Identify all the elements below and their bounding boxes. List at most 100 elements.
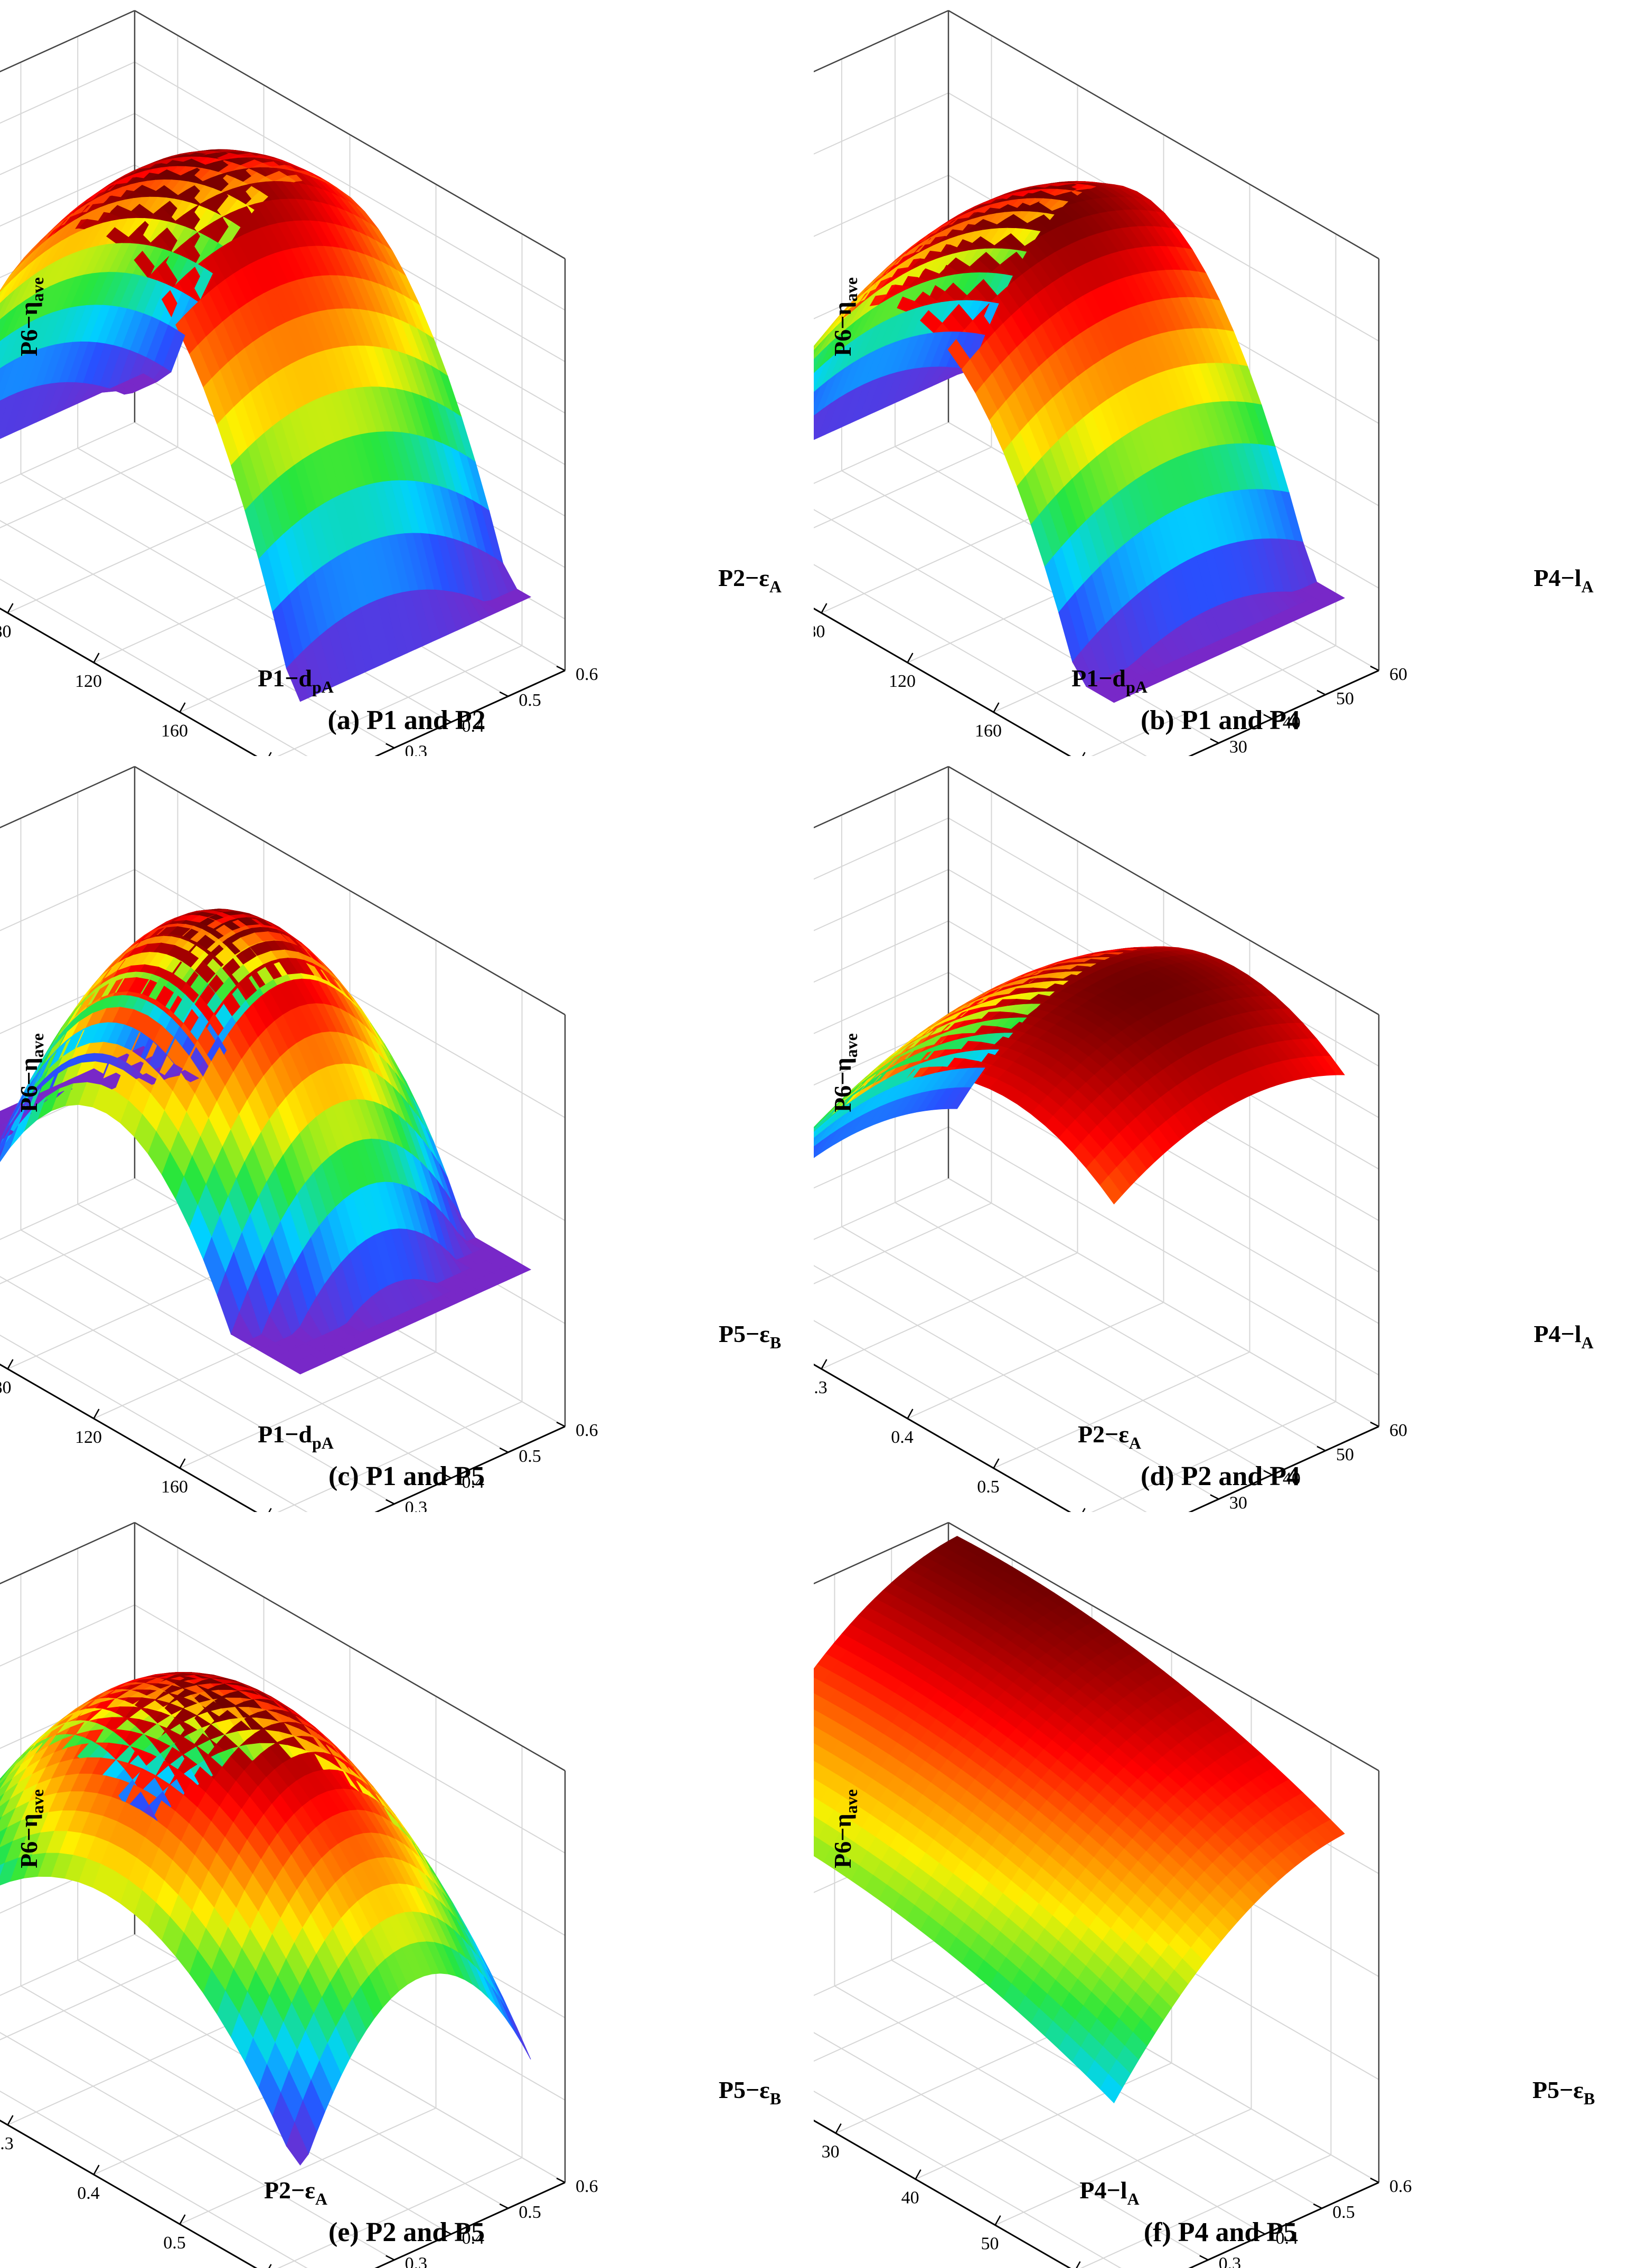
surface-facet	[814, 1140, 823, 1155]
y-tick-label: 0.3	[405, 742, 428, 756]
tick-labels: 0.500.550.600.650.7040801201602000.20.30…	[0, 1378, 598, 1512]
tick-labels: 0.640.650.660.670.680.690.700.710.724080…	[0, 622, 598, 756]
x-axis-label: P1−dpA	[1071, 665, 1148, 696]
surface	[814, 946, 1345, 1205]
x-tick-mark	[179, 2214, 186, 2225]
x-tick-label: 0.5	[977, 1477, 1000, 1497]
surface-facet	[814, 408, 824, 431]
gridline-y-floor	[0, 1275, 395, 1505]
chart-panel-e: 0.450.500.550.600.650.700.20.30.40.50.60…	[0, 1512, 813, 2268]
x-tick-mark	[268, 752, 272, 756]
tick-labels: 0.450.500.550.600.650.700.20.30.40.50.60…	[0, 2134, 598, 2268]
x-tick-mark	[93, 2165, 100, 2175]
x-tick-label: 0.4	[891, 1428, 914, 1447]
gridline-x-floor	[821, 1252, 1078, 1369]
x-axis-label-sub: A	[1129, 1433, 1141, 1452]
z-axis-label-sub: ave	[842, 1033, 861, 1057]
y-tick-mark	[499, 691, 509, 697]
gridline-z-side	[814, 920, 949, 983]
x-tick-mark	[1076, 2261, 1081, 2268]
gridline-z-side	[0, 766, 135, 828]
x-tick-mark	[93, 653, 100, 663]
z-axis-label: P6−ηave	[15, 1789, 47, 1868]
surface-plot-c: 0.500.550.600.650.7040801201602000.20.30…	[0, 766, 781, 1512]
x-tick-label: 160	[161, 721, 188, 741]
surface-facet	[0, 1827, 7, 1846]
caption-b: (b) P1 and P4	[1141, 705, 1300, 735]
surface-facet	[0, 400, 2, 404]
x-tick-mark	[179, 1458, 186, 1469]
axis-edge	[814, 766, 949, 829]
x-tick-label: 0.5	[163, 2233, 186, 2253]
y-tick-label: 0.6	[576, 1421, 598, 1440]
surface-facet	[814, 370, 818, 380]
gridline-x-floor	[1080, 2154, 1331, 2268]
y-tick-mark	[556, 2177, 566, 2184]
surface	[0, 1672, 531, 2166]
gridline-z-side	[814, 972, 949, 1034]
y-axis-label-sub: B	[770, 2089, 781, 2108]
y-tick-mark	[442, 717, 452, 723]
gridline-y-floor	[0, 2090, 308, 2268]
surface-facet	[0, 395, 10, 427]
y-tick-label: 0.3	[405, 2254, 428, 2268]
x-tick-label: 0.4	[77, 2184, 100, 2203]
surface-facet	[814, 1146, 815, 1148]
x-tick-label: 80	[0, 622, 12, 641]
y-axis-label-sub: A	[769, 577, 782, 596]
y-tick-mark	[499, 1447, 509, 1453]
gridline-x-floor	[7, 496, 264, 613]
y-tick-mark	[385, 1499, 395, 1505]
x-tick-mark	[821, 1359, 827, 1369]
surface-facet	[1099, 690, 1123, 703]
gridline-y-floor	[948, 1178, 1379, 1427]
gridline-z-side	[0, 869, 135, 931]
axis-edge	[814, 10, 949, 73]
y-tick-label: 40	[1283, 1469, 1301, 1489]
surface-facet	[0, 1124, 13, 1153]
surface-facet	[500, 1999, 523, 2045]
y-tick-mark	[1370, 2177, 1379, 2184]
z-axis-label-sub: ave	[28, 1789, 47, 1813]
surface-facet	[814, 1123, 819, 1129]
surface-facet	[0, 297, 7, 312]
gridline-y-floor	[814, 509, 1219, 744]
y-axis-label: P4−lA	[1534, 1320, 1593, 1352]
surface-facet	[286, 1362, 309, 1375]
surface-facet	[814, 1132, 821, 1143]
surface-facet	[129, 1075, 153, 1085]
x-tick-label: 120	[75, 672, 102, 691]
y-tick-mark	[556, 665, 566, 672]
surface-facet	[0, 1145, 5, 1158]
caption-e: (e) P2 and P5	[328, 2217, 485, 2247]
surface-facet	[814, 1119, 824, 1131]
surface-facet	[814, 349, 824, 370]
gridline-x-floor	[814, 447, 992, 528]
x-axis-label-sub: A	[315, 2189, 327, 2208]
z-axis-label-main: P6−η	[15, 1813, 42, 1868]
surface	[814, 181, 1346, 703]
gridline-y-floor	[814, 1320, 1147, 1512]
y-axis-label-main: P5−ε	[719, 2076, 770, 2103]
surface-facet	[0, 1799, 10, 1819]
caption-d: (d) P2 and P4	[1141, 1461, 1300, 1491]
x-tick-mark	[993, 1458, 1000, 1469]
surface-facet	[0, 1120, 10, 1142]
surface	[814, 1536, 1345, 2104]
gridline-z-side	[814, 1934, 949, 1996]
y-tick-mark	[1316, 1445, 1326, 1451]
y-tick-mark	[442, 1473, 452, 1479]
y-tick-label: 0.3	[405, 1498, 428, 1512]
gridline-z-side	[814, 92, 949, 155]
x-tick-mark	[93, 1409, 100, 1419]
x-axis-label: P1−dpA	[258, 665, 334, 696]
x-tick-mark	[1082, 752, 1086, 756]
y-tick-label: 0.6	[576, 2177, 598, 2196]
gridline-x-floor	[180, 1352, 436, 1469]
y-axis-label-sub: A	[1581, 1333, 1593, 1352]
surface-facet	[814, 362, 826, 391]
surface-plot-a: 0.640.650.660.670.680.690.700.710.724080…	[0, 10, 782, 756]
gridline-y-floor	[20, 1229, 452, 1479]
chart-panel-f: 0.500.550.600.650.7020304050600.20.30.40…	[814, 1512, 1627, 2268]
y-tick-label: 40	[1283, 713, 1301, 733]
